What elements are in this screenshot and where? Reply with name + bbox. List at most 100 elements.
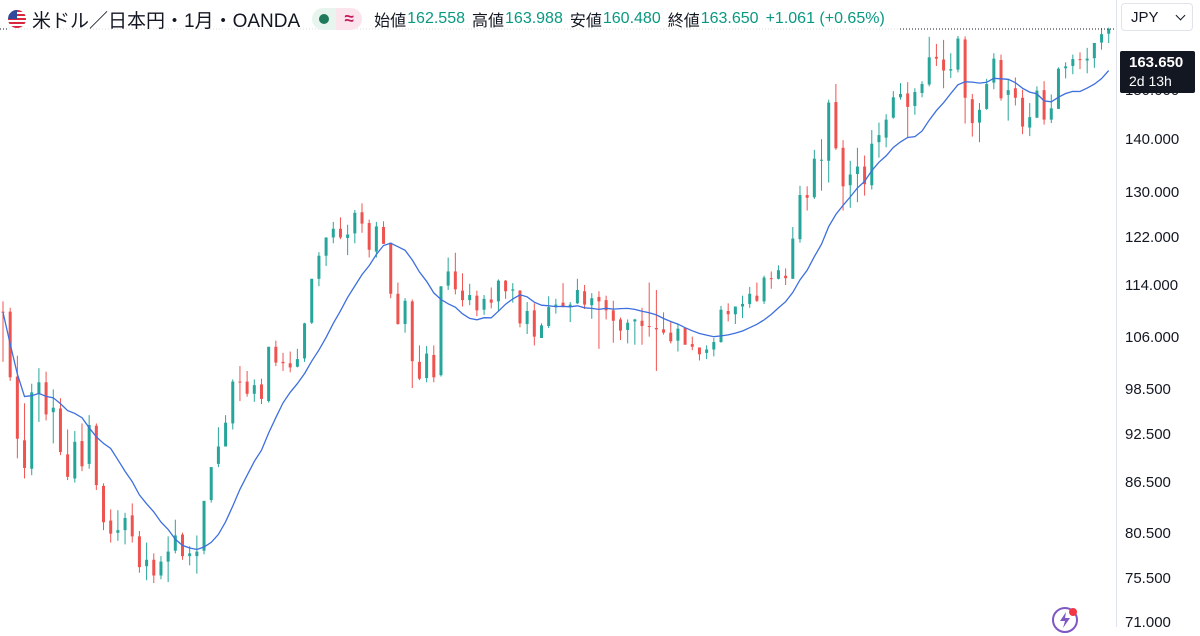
candle	[540, 323, 543, 338]
candle	[999, 54, 1003, 101]
candle	[1064, 62, 1068, 79]
candle	[920, 81, 924, 98]
candle	[324, 237, 328, 266]
candle	[942, 39, 946, 89]
candle	[870, 130, 874, 190]
candle	[726, 303, 730, 322]
price-axis[interactable]: 150.000140.000130.000122.000114.000106.0…	[1117, 0, 1200, 631]
candle	[705, 345, 709, 360]
moving-average-line	[2, 70, 1110, 551]
candle	[137, 531, 141, 573]
candle	[877, 122, 881, 158]
candle	[820, 139, 824, 191]
candle	[102, 483, 106, 531]
candle	[992, 53, 996, 90]
candle	[159, 556, 163, 580]
candle	[884, 114, 888, 148]
close-value: 163.650	[700, 10, 759, 27]
price-tick-label: 92.500	[1125, 425, 1171, 443]
candle	[1049, 94, 1053, 124]
candle	[389, 242, 393, 299]
candles	[1, 27, 1111, 584]
change-value: +1.061 (+0.65%)	[765, 10, 885, 27]
candle	[346, 224, 350, 256]
candle	[518, 290, 522, 328]
candle	[654, 290, 658, 371]
candle	[410, 299, 414, 389]
candle	[116, 510, 120, 541]
candle	[432, 345, 436, 383]
candle	[712, 337, 716, 357]
low-label: 安値	[569, 13, 602, 30]
candle	[453, 252, 457, 295]
candle	[317, 252, 321, 287]
candle	[776, 265, 780, 280]
candle	[238, 366, 242, 402]
candle	[152, 553, 156, 584]
candle	[94, 423, 98, 490]
candle	[37, 368, 41, 422]
candle	[985, 78, 989, 110]
candle	[812, 149, 816, 199]
candle	[1092, 42, 1096, 68]
price-tick-label: 98.500	[1125, 381, 1171, 399]
candle	[1042, 81, 1046, 125]
candle	[841, 140, 845, 211]
lightning-icon[interactable]	[1049, 604, 1081, 636]
candle	[1071, 54, 1075, 75]
candle	[1021, 89, 1025, 135]
candle	[863, 155, 867, 196]
candle	[590, 293, 594, 319]
open-label: 始値	[374, 13, 407, 30]
candle	[310, 278, 314, 325]
candle	[195, 535, 199, 574]
candle	[683, 327, 687, 345]
candle	[109, 509, 113, 543]
candle	[1085, 47, 1089, 74]
candle	[338, 217, 342, 240]
candle	[303, 322, 307, 362]
price-chart[interactable]	[0, 0, 1116, 627]
candle	[755, 282, 759, 303]
candle	[949, 53, 953, 78]
symbol-title[interactable]: 米ドル／日本円・1月・OANDA	[32, 10, 301, 32]
candle	[425, 346, 429, 383]
candle	[224, 415, 228, 447]
candle	[525, 302, 529, 334]
candle	[30, 383, 34, 476]
currency-select[interactable]: JPY	[1121, 3, 1193, 31]
candle	[1056, 67, 1060, 109]
candle	[769, 271, 773, 289]
candle	[482, 295, 486, 315]
us-flag-icon	[8, 10, 26, 28]
candle	[1028, 103, 1032, 137]
candle	[245, 370, 249, 397]
candle	[532, 303, 536, 346]
candle	[956, 35, 960, 73]
candle	[906, 82, 910, 138]
candle	[231, 379, 235, 430]
candle	[741, 295, 745, 319]
candle	[374, 221, 378, 258]
candle	[331, 221, 335, 244]
price-tick-label: 86.500	[1125, 473, 1171, 491]
candle	[403, 298, 407, 333]
last-price-label: 163.650 2d 13h	[1120, 51, 1195, 93]
candle	[934, 43, 938, 66]
candle	[855, 147, 859, 203]
status-dot-icon	[312, 8, 337, 30]
candle	[145, 542, 149, 581]
candle	[417, 345, 421, 381]
candle	[73, 431, 77, 483]
candle	[475, 290, 479, 317]
candle	[618, 317, 622, 341]
candle	[805, 186, 809, 211]
candle	[446, 257, 450, 291]
candle	[669, 322, 673, 344]
candle	[123, 512, 127, 545]
candle	[575, 278, 579, 304]
open-value: 162.558	[407, 10, 465, 27]
status-pill[interactable]: ≈	[312, 8, 363, 30]
candle	[899, 83, 902, 100]
candle	[396, 282, 400, 325]
